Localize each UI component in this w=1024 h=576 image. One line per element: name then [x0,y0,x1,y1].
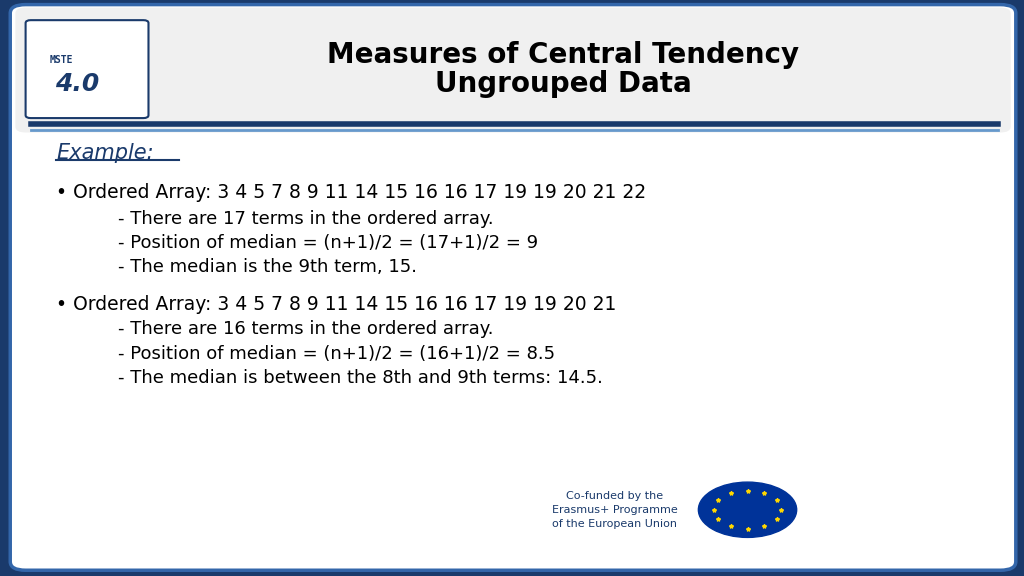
Text: • Ordered Array: 3 4 5 7 8 9 11 14 15 16 16 17 19 19 20 21 22: • Ordered Array: 3 4 5 7 8 9 11 14 15 16… [56,184,646,202]
FancyBboxPatch shape [15,7,1011,132]
Text: MSTE: MSTE [49,55,73,66]
Text: - The median is between the 8th and 9th terms: 14.5.: - The median is between the 8th and 9th … [118,369,603,387]
Text: • Ordered Array: 3 4 5 7 8 9 11 14 15 16 16 17 19 19 20 21: • Ordered Array: 3 4 5 7 8 9 11 14 15 16… [56,295,616,313]
Text: - There are 16 terms in the ordered array.: - There are 16 terms in the ordered arra… [118,320,494,339]
Text: - There are 17 terms in the ordered array.: - There are 17 terms in the ordered arra… [118,210,494,228]
Text: Example:: Example: [56,143,154,162]
Text: Ungrouped Data: Ungrouped Data [435,70,691,97]
Text: 4.0: 4.0 [54,71,99,96]
Text: - Position of median = (n+1)/2 = (17+1)/2 = 9: - Position of median = (n+1)/2 = (17+1)/… [118,234,538,252]
Text: - Position of median = (n+1)/2 = (16+1)/2 = 8.5: - Position of median = (n+1)/2 = (16+1)/… [118,344,555,363]
FancyBboxPatch shape [10,5,1016,570]
Text: Co-funded by the
Erasmus+ Programme
of the European Union: Co-funded by the Erasmus+ Programme of t… [552,491,677,529]
Circle shape [698,482,797,537]
FancyBboxPatch shape [26,20,148,118]
Text: - The median is the 9th term, 15.: - The median is the 9th term, 15. [118,258,417,276]
Text: Measures of Central Tendency: Measures of Central Tendency [327,41,800,69]
